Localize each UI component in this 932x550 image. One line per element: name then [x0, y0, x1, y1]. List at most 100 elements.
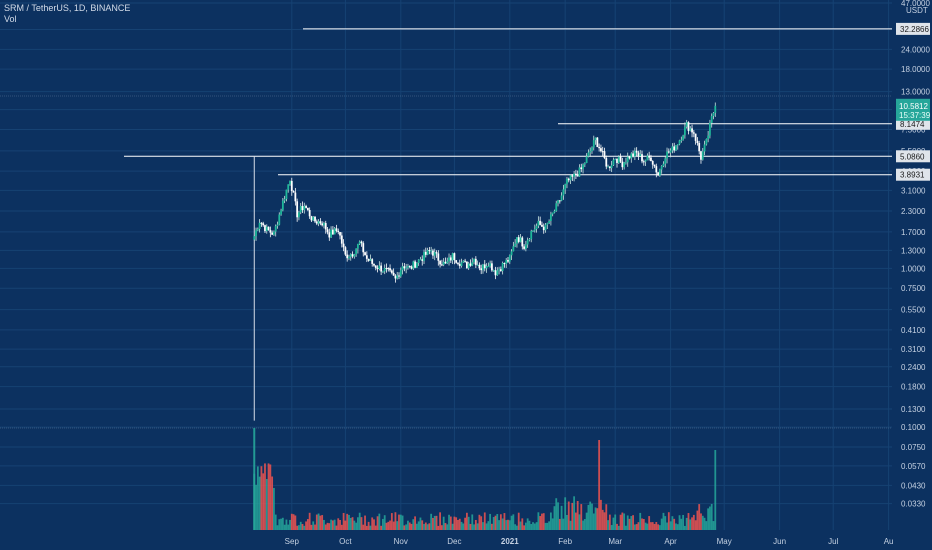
candle-body	[598, 147, 601, 149]
candle-body	[462, 260, 465, 263]
candle-body	[433, 252, 436, 256]
candle-body	[414, 261, 416, 268]
candle-body	[289, 180, 291, 185]
level-price-tag	[896, 150, 930, 163]
candle-body	[555, 203, 558, 211]
candle-body	[592, 140, 595, 148]
volume-bar	[349, 517, 352, 530]
volume-bar	[566, 514, 568, 530]
candle-body	[535, 225, 538, 230]
volume-bar	[294, 515, 297, 530]
candle-body	[299, 205, 302, 213]
candle-body	[641, 154, 643, 162]
candle-body	[365, 255, 368, 259]
volume-bar	[274, 514, 277, 530]
candle-body	[601, 151, 604, 153]
price-tick-label: 0.7500	[901, 284, 926, 293]
price-tick-label: 0.5500	[901, 306, 926, 315]
candle-body	[281, 200, 284, 211]
candle-body	[283, 199, 286, 201]
volume-bar	[583, 519, 586, 530]
candle-body	[567, 178, 570, 181]
price-level-lines	[124, 28, 892, 176]
volume-bar	[696, 510, 699, 530]
price-tick-label: 0.0330	[901, 500, 926, 509]
volume-bar	[551, 518, 554, 530]
candle-body	[499, 269, 502, 271]
candle-body	[346, 254, 349, 259]
volume-bar	[432, 517, 434, 530]
candle-body	[603, 151, 606, 159]
candle-body	[348, 256, 350, 259]
candle-body	[691, 128, 693, 133]
volume-bar	[408, 522, 411, 530]
candle-body	[274, 226, 277, 232]
candle-body	[396, 275, 399, 279]
volume-bar	[305, 521, 307, 530]
volume-bar	[287, 524, 290, 530]
volume-bar	[710, 503, 713, 530]
volume-bar	[340, 524, 343, 530]
volume-bar	[516, 525, 518, 530]
price-axis[interactable]: 0.0330 0.0430 0.0570 0.0750 0.1000 0.1300 0.18…	[892, 0, 932, 550]
candle-body	[310, 216, 313, 221]
candle-body	[633, 150, 636, 157]
volume-bar	[385, 522, 388, 530]
volume-bar	[471, 514, 474, 530]
grid	[0, 0, 892, 530]
time-tick-label: Apr	[664, 537, 677, 546]
volume-bar	[373, 519, 375, 530]
candle-body	[575, 173, 577, 176]
volume-bar	[382, 518, 384, 530]
volume-bar	[535, 522, 538, 530]
candle-body	[253, 236, 256, 240]
candle-body	[662, 163, 665, 167]
volume-bar	[510, 515, 513, 530]
candle-body	[262, 223, 265, 226]
volume-bar	[705, 521, 708, 530]
volume-bar	[673, 518, 676, 530]
candle-body	[542, 226, 545, 231]
volume-bar	[560, 505, 563, 530]
volume-bar	[412, 519, 415, 530]
volume-bar	[423, 523, 425, 530]
volume-bar	[587, 504, 590, 530]
candle-body	[432, 250, 434, 256]
volume-bar	[417, 521, 420, 530]
candle-body	[410, 266, 413, 269]
candle-body	[467, 263, 470, 269]
time-axis[interactable]: Sep Oct Nov Dec 2021 Feb Mar Apr May Jun Jul Au	[0, 530, 932, 550]
volume-bar	[692, 514, 695, 530]
volume-bar	[285, 519, 288, 530]
volume-bar	[650, 522, 652, 530]
candle-body	[710, 116, 713, 123]
price-tick-label: 24.0000	[901, 45, 930, 54]
volume-bar	[557, 502, 559, 530]
volume-bar	[331, 520, 334, 530]
price-tick-label: 2.3000	[901, 207, 926, 216]
volume-bar	[290, 513, 293, 530]
time-tick-label: Dec	[447, 537, 461, 546]
volume-bar	[528, 520, 531, 530]
volume-bar	[607, 520, 609, 530]
candle-body	[671, 146, 674, 151]
volume-bar	[491, 523, 493, 530]
price-tick-label: 0.1300	[901, 405, 926, 414]
candle-body	[541, 224, 543, 227]
candle-body	[657, 172, 659, 176]
candle-body	[616, 159, 618, 163]
volume-bar	[492, 517, 495, 530]
candle-body	[442, 261, 445, 265]
volume-bar	[712, 521, 715, 530]
volume-bar	[310, 524, 313, 530]
volume-bar	[458, 518, 461, 530]
candle-body	[666, 151, 668, 159]
volume-bar	[596, 508, 599, 530]
candle-body	[446, 261, 449, 264]
volume-bar	[289, 519, 291, 530]
candle-body	[324, 223, 327, 230]
volume-bar	[398, 514, 400, 530]
candle-body	[607, 166, 609, 168]
candle-body	[349, 254, 352, 257]
